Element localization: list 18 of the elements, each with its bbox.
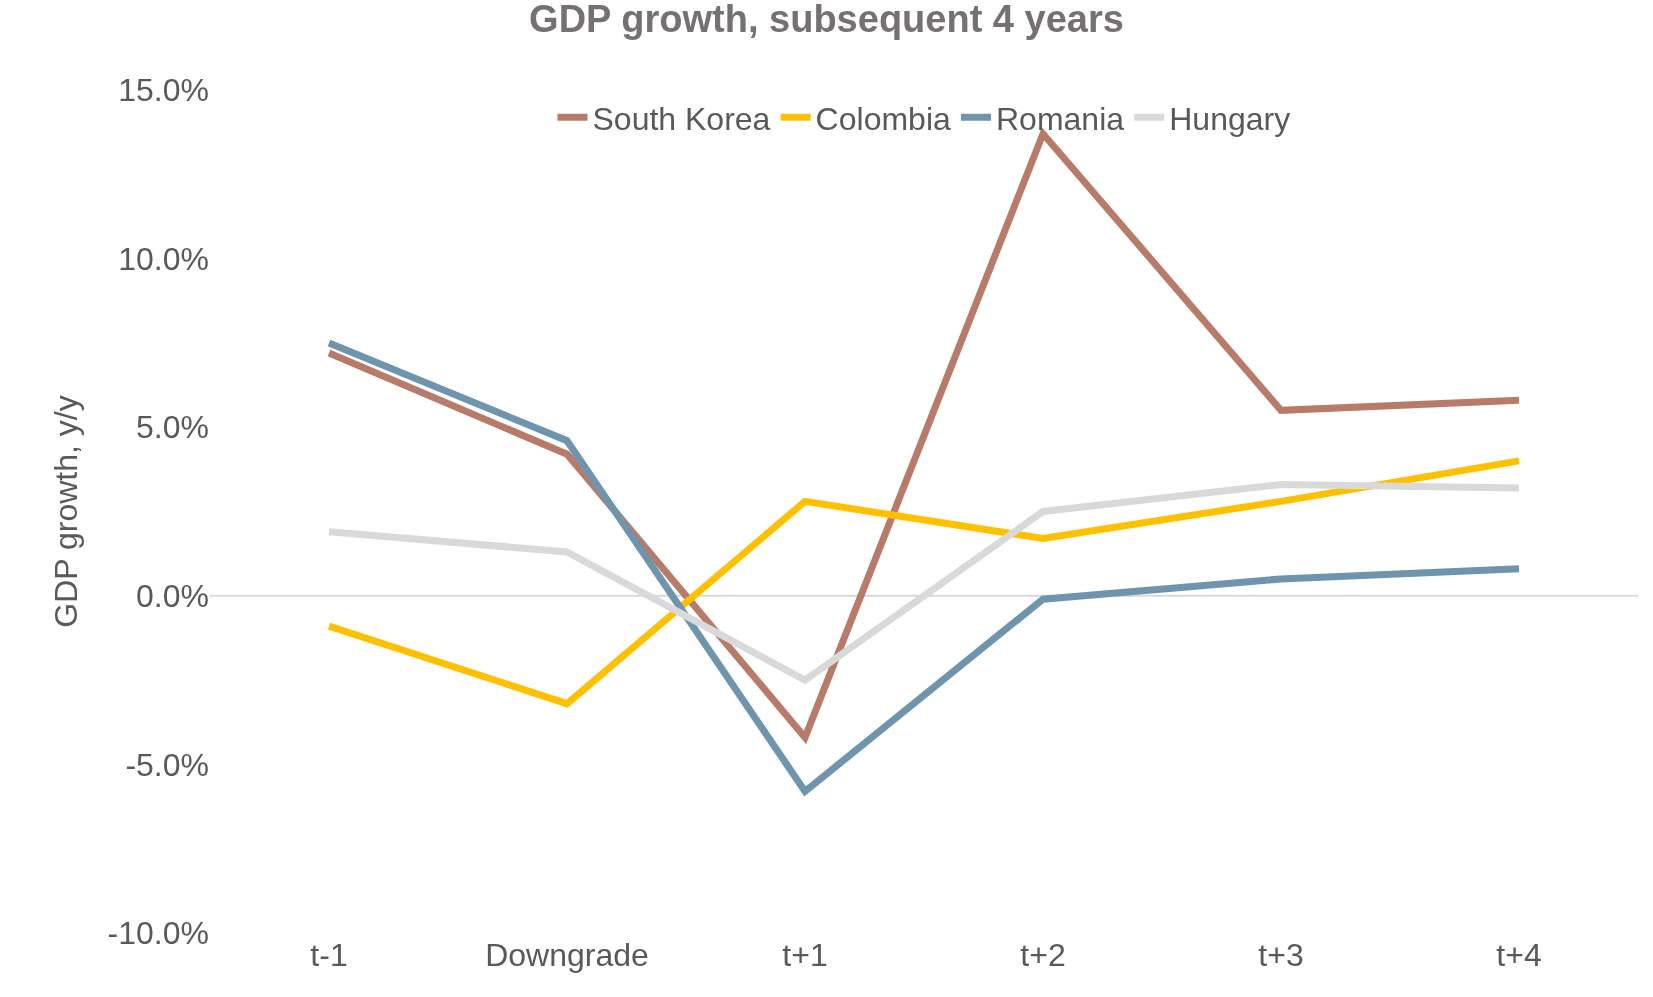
y-tick-label: 15.0% bbox=[118, 72, 209, 109]
x-tick-label: t-1 bbox=[310, 937, 348, 973]
x-tick-label: t+4 bbox=[1496, 937, 1542, 973]
y-axis-title: GDP growth, y/y bbox=[47, 395, 84, 628]
x-tick-label: t+2 bbox=[1020, 937, 1066, 973]
x-tick-label: Downgrade bbox=[485, 937, 649, 973]
y-tick-label: -10.0% bbox=[107, 915, 209, 952]
y-tick-label: 10.0% bbox=[118, 240, 209, 277]
legend-label: South Korea bbox=[592, 100, 771, 137]
legend-label: Colombia bbox=[815, 100, 951, 137]
x-tick-label: t+1 bbox=[782, 937, 828, 973]
y-tick-label: -5.0% bbox=[125, 746, 209, 783]
chart-title: GDP growth, subsequent 4 years bbox=[529, 0, 1124, 40]
x-tick-label: t+3 bbox=[1258, 937, 1304, 973]
legend-label: Hungary bbox=[1169, 100, 1291, 137]
y-tick-label: 5.0% bbox=[136, 409, 209, 446]
legend-label: Romania bbox=[995, 100, 1125, 137]
y-tick-label: 0.0% bbox=[136, 578, 209, 614]
